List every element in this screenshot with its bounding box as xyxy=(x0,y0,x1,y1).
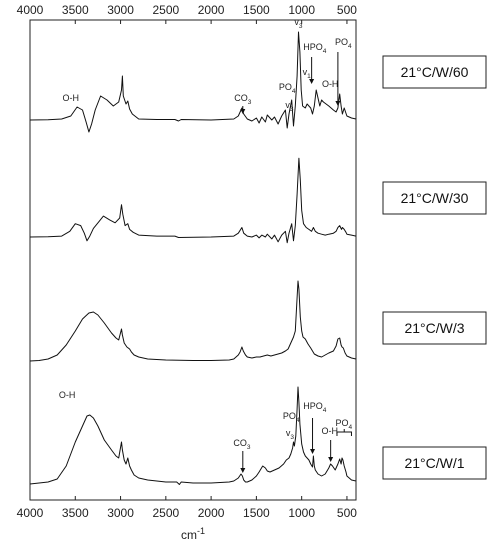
annotation-arrowhead xyxy=(240,468,246,473)
annotation-arrowhead xyxy=(335,101,341,106)
peak-annotation: CO3 xyxy=(233,438,251,451)
po4-bracket xyxy=(336,429,352,436)
top-tick-label: 1000 xyxy=(288,3,315,17)
top-tick-label: 2500 xyxy=(152,3,179,17)
peak-annotation: O-H xyxy=(321,426,338,436)
spectrum-line xyxy=(29,280,357,362)
peak-annotation: O-H xyxy=(322,79,339,89)
sample-label: 21°C/W/1 xyxy=(404,455,464,471)
peak-annotation: v3 xyxy=(286,428,295,441)
peak-annotation: O-H xyxy=(63,93,80,103)
peak-annotation: v3 xyxy=(285,100,294,113)
annotation-arrowhead xyxy=(310,449,316,454)
spectrum-line xyxy=(29,386,357,485)
plot-border xyxy=(29,19,357,501)
bottom-tick-label: 3000 xyxy=(107,506,134,520)
bottom-tick-label: 2500 xyxy=(152,506,179,520)
top-tick-label: 3500 xyxy=(62,3,89,17)
spectrum-line xyxy=(29,31,357,133)
peak-annotation: v3 xyxy=(294,17,303,30)
top-tick-label: 4000 xyxy=(17,3,44,17)
x-axis-label: cm-1 xyxy=(181,526,205,542)
sample-label: 21°C/W/60 xyxy=(401,64,469,80)
peak-annotation: PO4 xyxy=(283,411,300,424)
top-tick-label: 3000 xyxy=(107,3,134,17)
peak-annotation: HPO4 xyxy=(303,401,327,414)
annotation-arrowhead xyxy=(328,457,334,462)
top-tick-label: 2000 xyxy=(198,3,225,17)
annotation-arrowhead xyxy=(240,109,246,114)
sample-label: 21°C/W/30 xyxy=(401,190,469,206)
peak-annotation: PO4 xyxy=(335,37,352,50)
peak-annotations: O-H CO3PO4v3v3HPO4v1O-HPO4O-HCO3PO4v3HPO4… xyxy=(59,17,352,473)
annotation-arrowhead xyxy=(309,79,315,84)
sample-label: 21°C/W/3 xyxy=(404,320,464,336)
sample-labels: 21°C/W/60 21°C/W/30 21°C/W/3 21°C/W/1 xyxy=(382,55,487,480)
bottom-tick-label: 1000 xyxy=(288,506,315,520)
top-tick-label: 1500 xyxy=(243,3,270,17)
peak-annotation: O-H xyxy=(59,390,76,400)
bottom-tick-label: 4000 xyxy=(17,506,44,520)
sample-label-box xyxy=(382,181,487,215)
sample-label-box xyxy=(382,55,487,89)
spectrum-line xyxy=(29,157,357,244)
bottom-tick-label: 3500 xyxy=(62,506,89,520)
plot-frame xyxy=(29,19,357,501)
peak-annotation: HPO4 xyxy=(303,42,327,55)
top-tick-label: 500 xyxy=(337,3,357,17)
spectra xyxy=(29,31,357,485)
peak-annotation: v1 xyxy=(303,67,312,80)
sample-label-box xyxy=(382,446,487,480)
peak-annotation: PO4 xyxy=(335,418,352,431)
bottom-tick-label: 2000 xyxy=(198,506,225,520)
bottom-tick-label: 1500 xyxy=(243,506,270,520)
sample-label-box xyxy=(382,311,487,345)
axis-ticks: 4000 4000 3500 3500 3000 3000 2500 2500 2000 2000… xyxy=(17,3,358,520)
peak-annotation: PO4 xyxy=(279,82,296,95)
bottom-tick-label: 500 xyxy=(337,506,357,520)
peak-annotation: CO3 xyxy=(234,93,251,106)
